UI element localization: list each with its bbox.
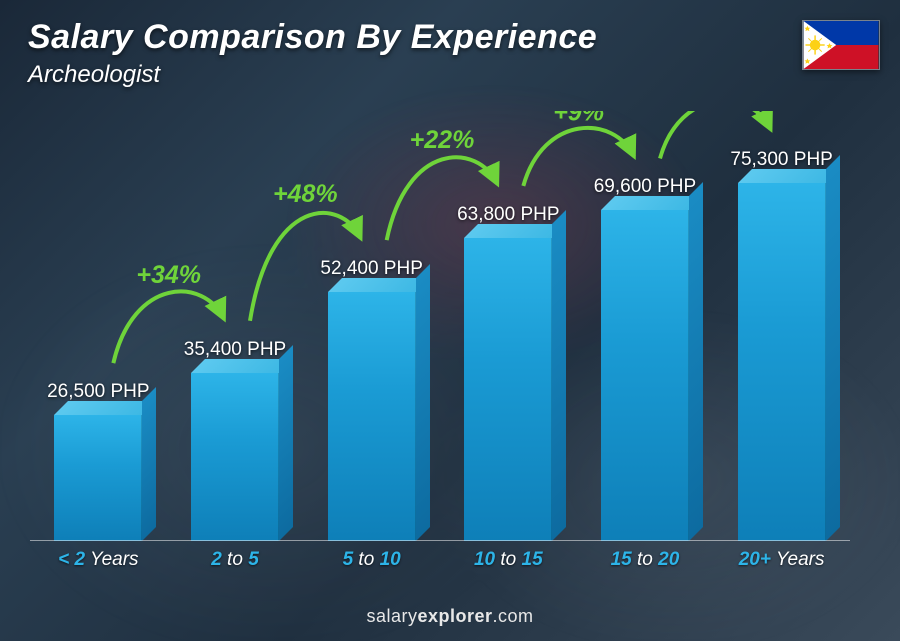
bars-container: 26,500 PHP 35,400 PHP 52,400 PHP 63,800 PHP… (30, 161, 850, 541)
bar-slot: 52,400 PHP (307, 258, 437, 541)
growth-pct-label: +22% (410, 126, 475, 154)
x-axis-label: < 2 Years (33, 549, 163, 571)
bar-front-face (54, 415, 142, 541)
footer-text-suf: .com (493, 606, 534, 626)
bar-top-face (328, 278, 430, 292)
x-axis-label: 15 to 20 (580, 549, 710, 571)
bar-side-face (279, 345, 293, 541)
bar-side-face (689, 182, 703, 541)
bar-side-face (552, 210, 566, 541)
bar-front-face (738, 183, 826, 541)
bar-value-label: 35,400 PHP (184, 339, 286, 361)
bar-slot: 75,300 PHP (717, 149, 847, 541)
bar (464, 238, 552, 541)
chart-title: Salary Comparison By Experience (28, 18, 597, 57)
bar-top-face (738, 169, 840, 183)
bar-top-face (601, 196, 703, 210)
bar-front-face (464, 238, 552, 541)
bar (191, 373, 279, 541)
bar-slot: 69,600 PHP (580, 176, 710, 541)
bar-front-face (328, 292, 416, 541)
x-axis-label: 2 to 5 (170, 549, 300, 571)
bar-top-face (464, 224, 566, 238)
bar-chart: 26,500 PHP 35,400 PHP 52,400 PHP 63,800 PHP… (30, 120, 850, 571)
bar-slot: 35,400 PHP (170, 339, 300, 541)
x-axis: < 2 Years 2 to 5 5 to 10 10 to 15 15 to 20 20… (30, 540, 850, 571)
bar-slot: 63,800 PHP (443, 204, 573, 541)
x-axis-label: 5 to 10 (307, 549, 437, 571)
x-axis-label: 20+ Years (717, 549, 847, 571)
bar-slot: 26,500 PHP (33, 381, 163, 541)
title-block: Salary Comparison By Experience Archeolo… (28, 18, 597, 89)
country-flag-icon (802, 20, 880, 70)
chart-subtitle: Archeologist (28, 61, 597, 89)
bar-side-face (416, 264, 430, 541)
bar (54, 415, 142, 541)
bar (738, 183, 826, 541)
footer-attribution: salaryexplorer.com (0, 606, 900, 627)
bar-value-label: 26,500 PHP (47, 381, 149, 403)
bar (328, 292, 416, 541)
bar-side-face (826, 155, 840, 541)
footer-text-bold: explorer (417, 606, 492, 626)
bar-value-label: 63,800 PHP (457, 204, 559, 226)
bar-front-face (601, 210, 689, 541)
bar-value-label: 52,400 PHP (320, 258, 422, 280)
bar-front-face (191, 373, 279, 541)
footer-text-pre: salary (366, 606, 417, 626)
bar (601, 210, 689, 541)
bar-top-face (191, 359, 293, 373)
bar-side-face (142, 387, 156, 541)
x-axis-label: 10 to 15 (443, 549, 573, 571)
